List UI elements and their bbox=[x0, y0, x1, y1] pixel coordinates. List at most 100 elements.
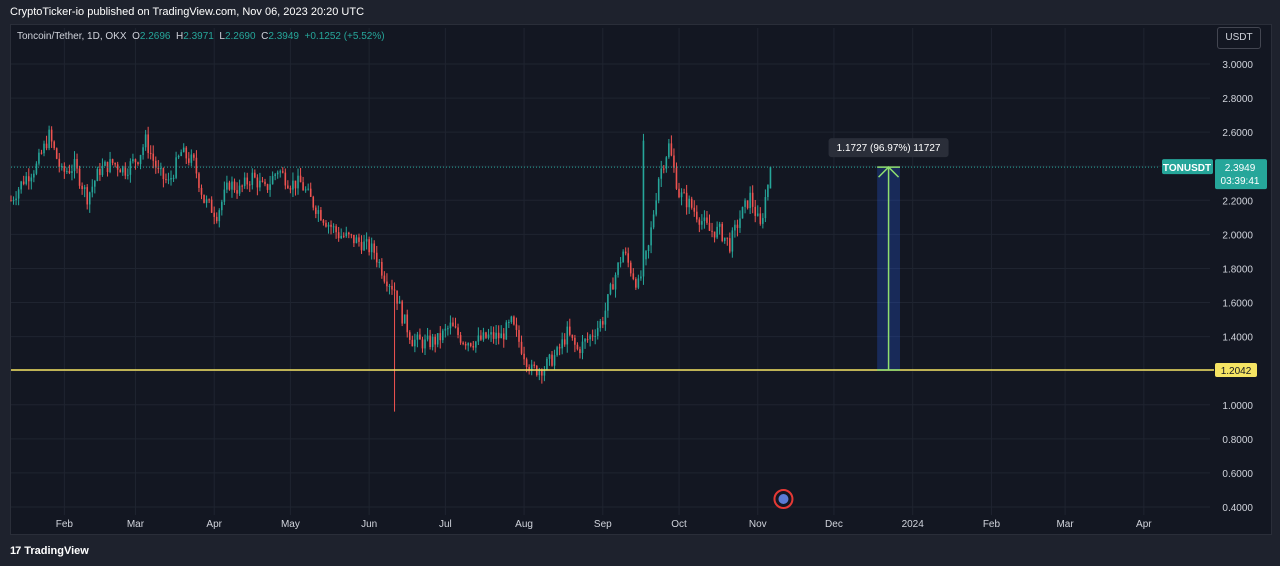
candle-body bbox=[259, 180, 261, 188]
support-price-tag bbox=[1215, 362, 1257, 377]
candle-body bbox=[307, 188, 309, 190]
candle-body bbox=[574, 337, 576, 345]
candle-body bbox=[269, 184, 271, 190]
candle-body bbox=[264, 181, 266, 185]
candle-body bbox=[762, 218, 764, 224]
candle-body bbox=[185, 147, 188, 159]
candle-body bbox=[386, 281, 388, 287]
candle-body bbox=[434, 336, 436, 345]
candle-body bbox=[439, 333, 442, 341]
candle-body bbox=[327, 224, 330, 227]
candle-body bbox=[215, 216, 218, 222]
candle-body bbox=[119, 169, 122, 173]
candle-body bbox=[20, 181, 22, 190]
candle-body bbox=[624, 251, 627, 254]
candle-body bbox=[696, 211, 698, 220]
measure-label-box bbox=[828, 138, 949, 158]
candle-body bbox=[223, 189, 226, 202]
candle-body bbox=[25, 176, 28, 184]
candle-body bbox=[769, 167, 772, 189]
candle-body bbox=[713, 231, 716, 238]
candle-body bbox=[124, 166, 127, 176]
candle-body bbox=[330, 224, 332, 227]
candle-body bbox=[373, 243, 376, 253]
countdown-label: 03:39:41 bbox=[1221, 176, 1260, 187]
candle-body bbox=[551, 354, 553, 366]
candle-body bbox=[38, 152, 40, 164]
candle-body bbox=[475, 341, 477, 348]
symbol-tag-label: TONUSDT bbox=[1163, 163, 1211, 174]
candle-body bbox=[741, 206, 744, 219]
candle-body bbox=[22, 181, 25, 184]
candle-body bbox=[353, 234, 355, 244]
candle-body bbox=[523, 353, 525, 360]
candle-body bbox=[617, 262, 619, 275]
candle-body bbox=[459, 335, 462, 343]
candle-body bbox=[147, 134, 149, 153]
x-tick-label: Jul bbox=[439, 519, 452, 530]
candle-body bbox=[182, 147, 185, 153]
candle-body bbox=[647, 245, 650, 252]
candle-body bbox=[365, 239, 368, 242]
candle-body bbox=[426, 335, 429, 340]
candle-body bbox=[63, 166, 66, 172]
candle-body bbox=[556, 347, 558, 356]
candle-body bbox=[358, 237, 360, 242]
candle-body bbox=[116, 164, 119, 170]
candle-body bbox=[401, 301, 403, 324]
candle-body bbox=[137, 162, 139, 165]
candle-body bbox=[200, 187, 203, 195]
candle-body bbox=[279, 171, 282, 173]
candle-body bbox=[518, 329, 520, 342]
candle-body bbox=[754, 206, 757, 216]
candle-body bbox=[685, 192, 688, 208]
candle-body bbox=[442, 330, 444, 341]
header-bar: CryptoTicker-io published on TradingView… bbox=[0, 0, 1280, 24]
candle-body bbox=[144, 134, 147, 148]
footer-bar bbox=[0, 536, 1280, 566]
open-value: 2.2696 bbox=[139, 31, 171, 42]
candle-body bbox=[477, 335, 480, 342]
candle-body bbox=[152, 153, 155, 161]
publisher-line: CryptoTicker-io published on TradingView… bbox=[10, 6, 365, 18]
candle-body bbox=[576, 344, 579, 350]
candle-body bbox=[729, 238, 731, 252]
x-tick-label: Dec bbox=[825, 519, 843, 530]
y-tick-label: 2.6000 bbox=[1222, 128, 1253, 139]
candle-body bbox=[756, 213, 759, 216]
candle-body bbox=[586, 339, 589, 341]
candle-body bbox=[188, 158, 190, 163]
candle-body bbox=[485, 332, 487, 338]
candle-body bbox=[657, 178, 660, 201]
candle-body bbox=[563, 339, 566, 345]
candle-body bbox=[670, 143, 673, 156]
candle-body bbox=[58, 158, 61, 167]
candle-body bbox=[467, 343, 469, 346]
candle-body bbox=[675, 167, 678, 189]
symbol-legend: Toncoin/Tether, 1D, OKX O2.2696 H2.3971 … bbox=[17, 31, 385, 42]
candle-body bbox=[393, 289, 396, 291]
candle-body bbox=[584, 339, 586, 342]
y-tick-label: 1.6000 bbox=[1222, 299, 1253, 310]
candle-body bbox=[27, 176, 30, 182]
candle-body bbox=[198, 173, 200, 188]
candle-body bbox=[406, 314, 409, 333]
x-tick-label: Apr bbox=[1136, 519, 1152, 530]
y-tick-label: 2.0000 bbox=[1222, 230, 1253, 241]
candle-body bbox=[368, 239, 370, 253]
candle-body bbox=[744, 200, 746, 207]
close-value: 2.3949 bbox=[268, 31, 299, 42]
candle-body bbox=[444, 328, 447, 331]
candle-body bbox=[383, 275, 386, 282]
candle-body bbox=[165, 179, 167, 181]
candle-body bbox=[226, 182, 228, 190]
candle-body bbox=[414, 339, 416, 347]
event-flag-inner-icon bbox=[778, 494, 789, 504]
candle-body bbox=[510, 316, 513, 323]
candle-body bbox=[355, 237, 358, 244]
candle-body bbox=[482, 332, 485, 340]
candle-body bbox=[48, 129, 50, 149]
currency-button[interactable]: USDT bbox=[1217, 27, 1261, 49]
candle-body bbox=[396, 290, 398, 304]
